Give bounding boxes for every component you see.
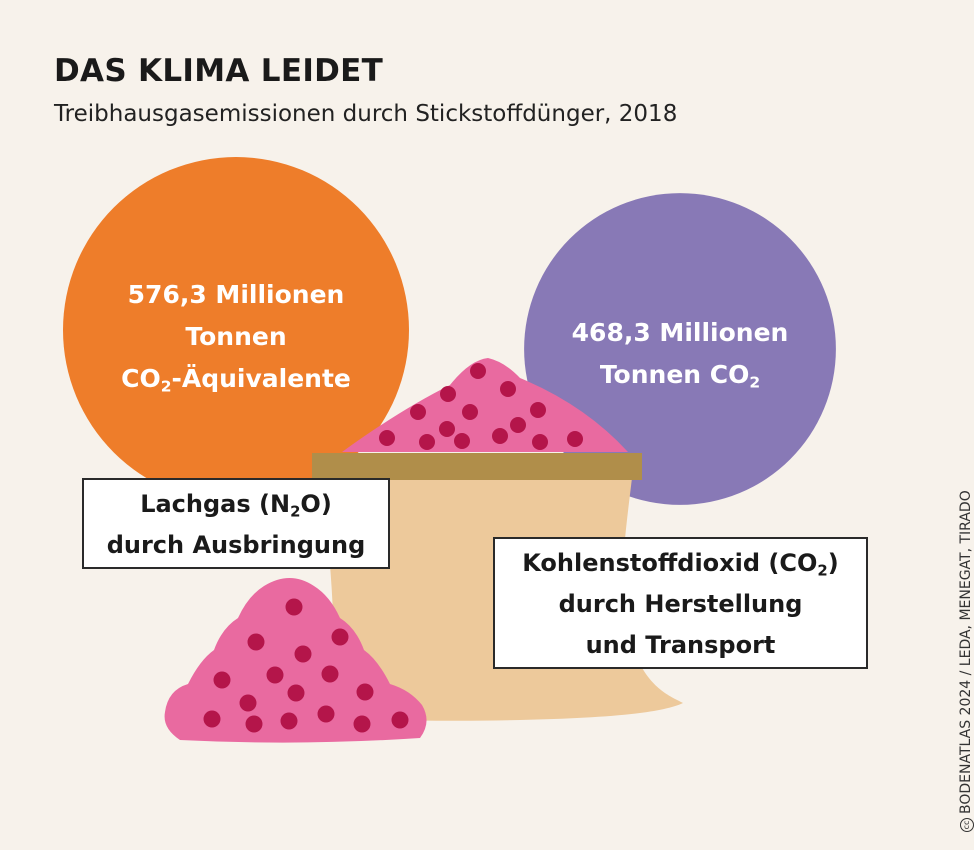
label-n2o-source: Lachgas (N2O) durch Ausbringung (82, 478, 390, 569)
granule-dot (245, 715, 263, 733)
chart-subtitle: Treibhausgasemissionen durch Stickstoffd… (54, 101, 678, 127)
granule-dot (356, 683, 374, 701)
granule-dot (379, 430, 395, 446)
granule-dot (213, 671, 231, 689)
bubble-n2o-value: 576,3 Millionen Tonnen CO2-Äquivalente (121, 280, 351, 396)
granule-dot (331, 628, 349, 646)
granule-dot (391, 711, 409, 729)
label-co2-source: Kohlenstoffdioxid (CO2) durch Herstellun… (493, 537, 868, 669)
granule-dot (317, 705, 335, 723)
granule-dot (266, 666, 284, 684)
granule-dot (247, 633, 265, 651)
granule-dot (294, 645, 312, 663)
granule-dot (492, 428, 508, 444)
granule-dot (410, 404, 426, 420)
granule-dot (530, 402, 546, 418)
fertilizer-sack-rim (312, 453, 642, 480)
chart-title: DAS KLIMA LEIDET (54, 53, 384, 89)
bubble-co2 (524, 193, 836, 505)
bubble-n2o (63, 157, 409, 503)
granule-dot (239, 694, 257, 712)
granule-dot (567, 431, 583, 447)
bubble-co2-value: 468,3 Millionen Tonnen CO2 (571, 318, 789, 392)
granule-dot (510, 417, 526, 433)
granule-dot (470, 363, 486, 379)
granule-dot (500, 381, 516, 397)
granule-dot (419, 434, 435, 450)
cc-license-icon: cc (960, 818, 974, 832)
granule-dot (532, 434, 548, 450)
sack-granule-pile (342, 358, 628, 452)
granule-dot (321, 665, 339, 683)
ground-granule-dots (203, 598, 409, 733)
granule-dot (353, 715, 371, 733)
granule-dot (439, 421, 455, 437)
source-credit: ccBODENATLAS 2024 / LEDA, MENEGAT, TIRAD… (958, 490, 974, 832)
granule-dot (462, 404, 478, 420)
granule-dot (203, 710, 221, 728)
granule-dot (285, 598, 303, 616)
granule-dot (454, 433, 470, 449)
granule-dot (280, 712, 298, 730)
granule-dot (287, 684, 305, 702)
sack-granule-dots (379, 363, 583, 450)
granule-dot (440, 386, 456, 402)
ground-granule-pile (164, 578, 427, 743)
